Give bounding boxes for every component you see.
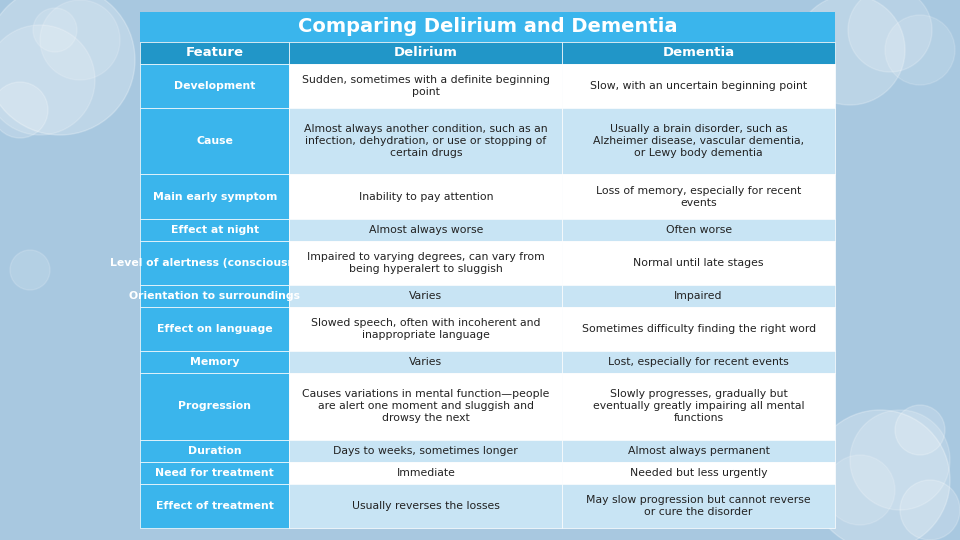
FancyBboxPatch shape: [140, 307, 289, 351]
FancyBboxPatch shape: [563, 174, 835, 219]
FancyBboxPatch shape: [140, 285, 289, 307]
FancyBboxPatch shape: [140, 108, 289, 174]
Circle shape: [848, 0, 932, 72]
FancyBboxPatch shape: [289, 241, 563, 285]
FancyBboxPatch shape: [289, 174, 563, 219]
Text: Lost, especially for recent events: Lost, especially for recent events: [609, 357, 789, 367]
FancyBboxPatch shape: [563, 219, 835, 241]
Text: Memory: Memory: [190, 357, 239, 367]
FancyBboxPatch shape: [563, 285, 835, 307]
FancyBboxPatch shape: [140, 12, 835, 42]
Circle shape: [825, 455, 895, 525]
Circle shape: [895, 405, 945, 455]
FancyBboxPatch shape: [140, 241, 289, 285]
FancyBboxPatch shape: [140, 351, 289, 373]
Circle shape: [0, 0, 135, 135]
Circle shape: [850, 410, 950, 510]
Text: Usually a brain disorder, such as
Alzheimer disease, vascular dementia,
or Lewy : Usually a brain disorder, such as Alzhei…: [593, 124, 804, 158]
FancyBboxPatch shape: [140, 440, 289, 462]
Text: May slow progression but cannot reverse
or cure the disorder: May slow progression but cannot reverse …: [587, 495, 811, 517]
FancyBboxPatch shape: [289, 219, 563, 241]
Text: Loss of memory, especially for recent
events: Loss of memory, especially for recent ev…: [596, 186, 802, 207]
Circle shape: [0, 82, 48, 138]
Text: Needed but less urgently: Needed but less urgently: [630, 468, 767, 478]
Text: Almost always worse: Almost always worse: [369, 225, 483, 235]
Text: Main early symptom: Main early symptom: [153, 192, 276, 201]
Text: Impaired: Impaired: [674, 291, 723, 301]
Circle shape: [10, 250, 50, 290]
FancyBboxPatch shape: [289, 307, 563, 351]
FancyBboxPatch shape: [563, 440, 835, 462]
Text: Days to weeks, sometimes longer: Days to weeks, sometimes longer: [333, 446, 518, 456]
Text: Progression: Progression: [179, 401, 252, 411]
FancyBboxPatch shape: [140, 42, 289, 64]
Text: Impaired to varying degrees, can vary from
being hyperalert to sluggish: Impaired to varying degrees, can vary fr…: [307, 252, 544, 274]
Text: Cause: Cause: [196, 136, 233, 146]
FancyBboxPatch shape: [563, 64, 835, 108]
Text: Slowed speech, often with incoherent and
inappropriate language: Slowed speech, often with incoherent and…: [311, 318, 540, 340]
FancyBboxPatch shape: [563, 462, 835, 484]
FancyBboxPatch shape: [563, 241, 835, 285]
Circle shape: [810, 410, 950, 540]
FancyBboxPatch shape: [289, 462, 563, 484]
FancyBboxPatch shape: [289, 373, 563, 440]
Text: Effect of treatment: Effect of treatment: [156, 501, 274, 511]
Text: Feature: Feature: [185, 46, 244, 59]
FancyBboxPatch shape: [140, 64, 289, 108]
FancyBboxPatch shape: [289, 285, 563, 307]
FancyBboxPatch shape: [140, 219, 289, 241]
Text: Delirium: Delirium: [394, 46, 458, 59]
Text: Level of alertness (consciousness): Level of alertness (consciousness): [109, 258, 320, 268]
FancyBboxPatch shape: [140, 462, 289, 484]
FancyBboxPatch shape: [289, 64, 563, 108]
FancyBboxPatch shape: [140, 373, 289, 440]
Text: Normal until late stages: Normal until late stages: [634, 258, 764, 268]
Text: Causes variations in mental function—people
are alert one moment and sluggish an: Causes variations in mental function—peo…: [302, 389, 549, 423]
Circle shape: [40, 0, 120, 80]
Text: Sometimes difficulty finding the right word: Sometimes difficulty finding the right w…: [582, 324, 816, 334]
FancyBboxPatch shape: [563, 484, 835, 528]
Text: Slowly progresses, gradually but
eventually greatly impairing all mental
functio: Slowly progresses, gradually but eventua…: [593, 389, 804, 423]
Text: Comparing Delirium and Dementia: Comparing Delirium and Dementia: [298, 17, 677, 37]
FancyBboxPatch shape: [563, 351, 835, 373]
Text: Sudden, sometimes with a definite beginning
point: Sudden, sometimes with a definite beginn…: [301, 75, 550, 97]
Circle shape: [33, 8, 77, 52]
Text: Dementia: Dementia: [662, 46, 734, 59]
FancyBboxPatch shape: [289, 440, 563, 462]
Text: Orientation to surroundings: Orientation to surroundings: [130, 291, 300, 301]
Text: Almost always permanent: Almost always permanent: [628, 446, 770, 456]
FancyBboxPatch shape: [563, 373, 835, 440]
Text: Slow, with an uncertain beginning point: Slow, with an uncertain beginning point: [590, 81, 807, 91]
Text: Usually reverses the losses: Usually reverses the losses: [352, 501, 500, 511]
Text: Effect on language: Effect on language: [156, 324, 273, 334]
Text: Often worse: Often worse: [665, 225, 732, 235]
Text: Varies: Varies: [409, 357, 443, 367]
FancyBboxPatch shape: [563, 307, 835, 351]
Text: Inability to pay attention: Inability to pay attention: [359, 192, 493, 201]
Circle shape: [0, 25, 95, 135]
Circle shape: [900, 480, 960, 540]
Text: Need for treatment: Need for treatment: [156, 468, 275, 478]
FancyBboxPatch shape: [140, 484, 289, 528]
FancyBboxPatch shape: [289, 108, 563, 174]
FancyBboxPatch shape: [140, 174, 289, 219]
Circle shape: [885, 15, 955, 85]
FancyBboxPatch shape: [289, 42, 563, 64]
Text: Almost always another condition, such as an
infection, dehydration, or use or st: Almost always another condition, such as…: [304, 124, 547, 158]
FancyBboxPatch shape: [289, 351, 563, 373]
FancyBboxPatch shape: [563, 108, 835, 174]
Text: Duration: Duration: [188, 446, 242, 456]
Text: Immediate: Immediate: [396, 468, 455, 478]
Text: Development: Development: [174, 81, 255, 91]
FancyBboxPatch shape: [563, 42, 835, 64]
Text: Varies: Varies: [409, 291, 443, 301]
Circle shape: [795, 0, 905, 105]
Text: Effect at night: Effect at night: [171, 225, 259, 235]
FancyBboxPatch shape: [289, 484, 563, 528]
